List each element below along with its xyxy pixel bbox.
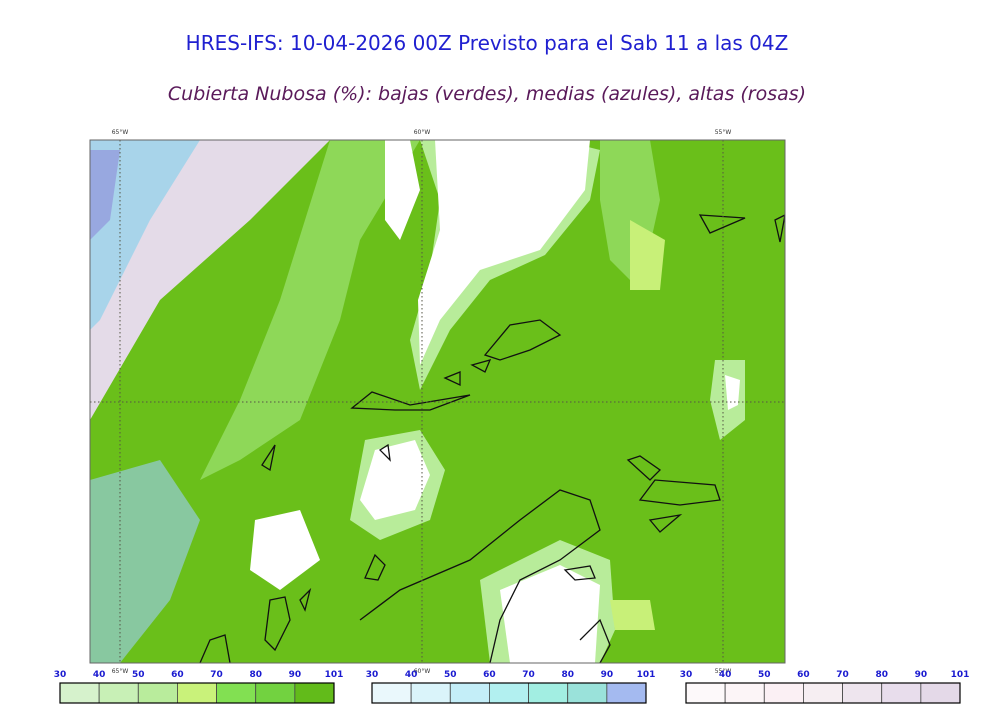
colorbar-tick-label: 50	[444, 670, 457, 680]
colorbar-tick-label: 60	[171, 670, 184, 680]
lon-label: 60°W	[414, 129, 431, 136]
colorbar-swatch	[137, 682, 178, 704]
colorbar-swatch	[294, 682, 335, 704]
longitude-labels: 65°W 60°W 55°W 65°W 60°W 55°W	[112, 129, 732, 675]
colorbar-frame	[685, 682, 961, 704]
low-cloud-edge	[200, 140, 420, 480]
colorbar-tick-label: 30	[680, 670, 693, 680]
clear-sky	[500, 565, 600, 663]
title: HRES-IFS: 10-04-2026 00Z Previsto para e…	[186, 31, 789, 55]
map-frame	[89, 139, 786, 664]
colorbar-tick-label: 70	[210, 670, 223, 680]
clear-sky	[360, 440, 430, 520]
colorbar-swatch	[449, 682, 490, 704]
colorbar-tick-label: 101	[951, 670, 970, 680]
colorbar-frame	[59, 682, 335, 704]
colorbar-tick-label: 60	[797, 670, 810, 680]
subtitle: Cubierta Nubosa (%): bajas (verdes), med…	[168, 83, 806, 105]
colorbar-swatch	[803, 682, 843, 704]
colorbar-tick-label: 80	[875, 670, 888, 680]
colorbar-swatch	[685, 682, 726, 704]
colorbar-tick-label: 70	[836, 670, 849, 680]
colorbar-tick-label: 40	[719, 670, 732, 680]
colorbar-tick-label: 50	[758, 670, 771, 680]
lon-label: 65°W	[112, 129, 129, 136]
colorbar-swatch	[98, 682, 139, 704]
clear-sky	[725, 375, 740, 410]
lon-label: 60°W	[414, 668, 431, 675]
colorbar-tick-label: 50	[132, 670, 145, 680]
colorbar-tick-label: 70	[522, 670, 535, 680]
clear-sky	[418, 140, 590, 365]
colorbar-tick-label: 80	[249, 670, 262, 680]
low-cloud-edge	[630, 220, 665, 290]
colorbar-swatch	[59, 682, 100, 704]
colorbar-tick-label: 101	[637, 670, 656, 680]
colorbar-swatch	[489, 682, 529, 704]
colorbar-swatch	[371, 682, 412, 704]
colorbars: 30 40 50 60 70 80 90 101 30 40 50 60 70 80 90 101 30 40 50…	[54, 670, 970, 704]
colorbar-tick-label: 80	[561, 670, 574, 680]
colorbar-swatch	[763, 682, 804, 704]
colorbar-tick-label: 90	[289, 670, 302, 680]
colorbar-swatch	[881, 682, 922, 704]
lon-label: 65°W	[112, 668, 129, 675]
mid-cloud	[90, 140, 200, 330]
map	[89, 139, 786, 664]
colorbar-swatch	[177, 682, 217, 704]
lon-label: 55°W	[715, 129, 732, 136]
mid-cloud-core	[90, 150, 120, 240]
colorbar-swatch	[410, 682, 451, 704]
colorbar-tick-label: 40	[93, 670, 106, 680]
coastline	[199, 489, 611, 663]
colorbar-swatch	[255, 682, 296, 704]
coastline	[261, 214, 785, 652]
colorbar-tick-label: 101	[325, 670, 344, 680]
colorbar-tick-label: 90	[601, 670, 614, 680]
lon-label: 55°W	[715, 668, 732, 675]
colorbar-swatch	[216, 682, 257, 704]
colorbar-tick-label: 30	[54, 670, 67, 680]
colorbar-swatch	[724, 682, 765, 704]
colorbar-swatch	[842, 682, 883, 704]
clear-sky	[250, 510, 320, 590]
colorbar-swatch	[567, 682, 608, 704]
colorbar-frame	[371, 682, 647, 704]
colorbar-tick-label: 40	[405, 670, 418, 680]
colorbar-swatch	[528, 682, 569, 704]
colorbar-tick-label: 30	[366, 670, 379, 680]
colorbar-swatch	[920, 682, 961, 704]
mid-cloud-sw	[90, 460, 200, 663]
clear-sky	[385, 140, 420, 240]
low-cloud-edge	[610, 600, 655, 630]
colorbar-tick-label: 90	[915, 670, 928, 680]
colorbar-tick-label: 60	[483, 670, 496, 680]
colorbar-swatch	[606, 682, 647, 704]
